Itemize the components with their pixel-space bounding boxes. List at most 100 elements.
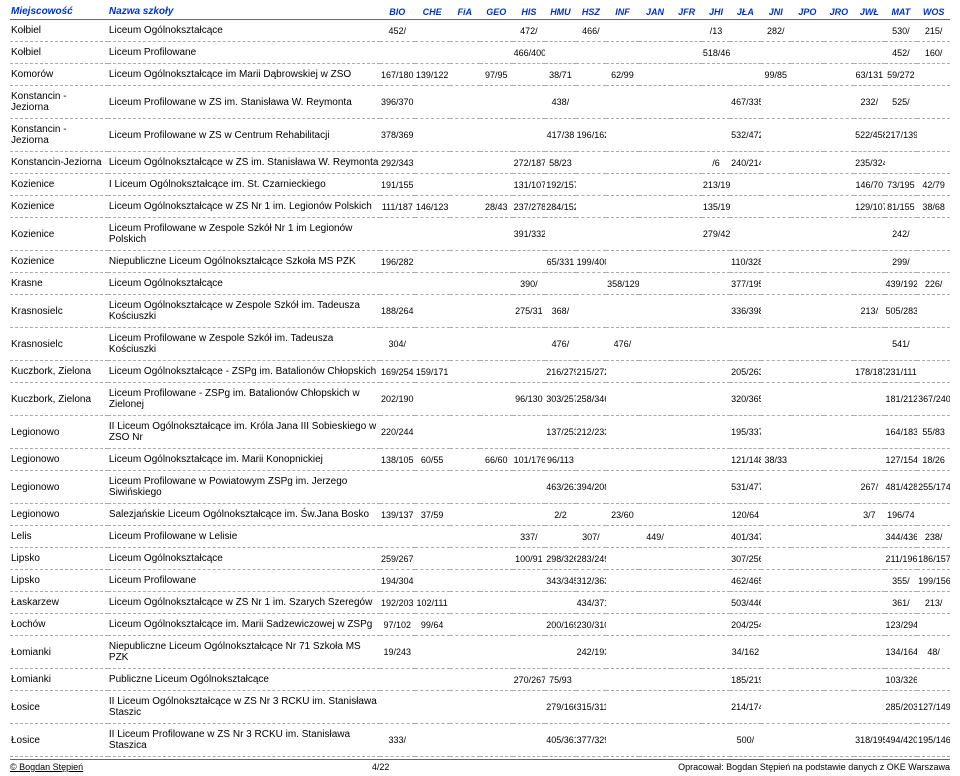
value-cell (450, 218, 480, 251)
value-cell (513, 251, 546, 273)
school-cell: Liceum Ogólnokształcące im Marii Dąbrows… (108, 64, 380, 86)
value-cell: 164/183 (885, 416, 918, 449)
locality-cell: Łosice (10, 724, 108, 757)
value-cell: 226/ (917, 273, 950, 295)
school-cell: Liceum Profilowane w Lelisie (108, 526, 380, 548)
value-cell: 205/263 (730, 361, 760, 383)
value-cell (671, 691, 701, 724)
locality-cell: Łomianki (10, 669, 108, 691)
value-cell: 195/337 (730, 416, 760, 449)
value-cell: 192/157 (545, 174, 575, 196)
value-cell: 191/155 (380, 174, 415, 196)
locality-cell: Łaskarzew (10, 592, 108, 614)
value-cell: 195/146 (917, 724, 950, 757)
value-cell: 121/148 (730, 449, 760, 471)
value-cell: 315/311 (576, 691, 606, 724)
value-cell: 439/192 (885, 273, 918, 295)
value-cell (480, 174, 513, 196)
value-cell (450, 548, 480, 570)
locality-cell: Kołbiel (10, 20, 108, 42)
value-cell: 217/139 (885, 119, 918, 152)
value-cell: 137/253 (545, 416, 575, 449)
school-cell: Niepubliczne Liceum Ogólnokształcące Szk… (108, 251, 380, 273)
value-cell: 283/249 (576, 548, 606, 570)
value-cell: 75/93 (545, 669, 575, 691)
table-row: ŁomiankiPubliczne Liceum Ogólnokształcąc… (10, 669, 950, 691)
value-cell (576, 295, 606, 328)
value-cell (671, 152, 701, 174)
locality-cell: Lipsko (10, 548, 108, 570)
value-cell (791, 383, 824, 416)
value-cell (480, 636, 513, 669)
value-cell (791, 328, 824, 361)
value-cell: 284/152 (545, 196, 575, 218)
value-cell (576, 64, 606, 86)
school-cell: Liceum Profilowane - ZSPg im. Batalionów… (108, 383, 380, 416)
value-cell: 127/149 (917, 691, 950, 724)
value-cell: 377/195 (730, 273, 760, 295)
value-cell: 216/279 (545, 361, 575, 383)
value-cell (671, 328, 701, 361)
value-cell: 215/ (917, 20, 950, 42)
value-cell: 192/203 (380, 592, 415, 614)
value-cell (854, 548, 884, 570)
value-cell: 38/68 (917, 196, 950, 218)
value-cell: 167/180 (380, 64, 415, 86)
value-cell (917, 328, 950, 361)
value-cell (415, 295, 450, 328)
value-cell (791, 42, 824, 64)
value-cell: 255/174 (917, 471, 950, 504)
value-cell (671, 295, 701, 328)
value-cell (545, 218, 575, 251)
value-cell (761, 218, 791, 251)
locality-cell: Krasnosielc (10, 295, 108, 328)
value-cell (480, 471, 513, 504)
value-cell (702, 273, 730, 295)
value-cell (606, 416, 639, 449)
table-row: KrasnosielcLiceum Ogólnokształcące w Zes… (10, 295, 950, 328)
value-cell (730, 328, 760, 361)
value-cell: 500/ (730, 724, 760, 757)
value-cell (380, 669, 415, 691)
value-cell (606, 570, 639, 592)
value-cell (824, 548, 854, 570)
value-cell: 178/187 (854, 361, 884, 383)
value-cell (415, 570, 450, 592)
value-cell (854, 449, 884, 471)
value-cell (480, 416, 513, 449)
value-cell (606, 548, 639, 570)
value-cell (639, 251, 672, 273)
value-cell (917, 152, 950, 174)
value-cell: 169/254 (380, 361, 415, 383)
value-cell (450, 174, 480, 196)
value-cell (730, 218, 760, 251)
col-header: JPO (791, 4, 824, 20)
value-cell (450, 295, 480, 328)
value-cell (702, 526, 730, 548)
value-cell (824, 592, 854, 614)
value-cell: 531/477 (730, 471, 760, 504)
locality-cell: Konstancin - Jeziorna (10, 86, 108, 119)
locality-cell: Kuczbork, Zielona (10, 383, 108, 416)
col-header: Nazwa szkoły (108, 4, 380, 20)
value-cell: 134/164 (885, 636, 918, 669)
value-cell: 160/ (917, 42, 950, 64)
value-cell: 378/369 (380, 119, 415, 152)
value-cell (671, 724, 701, 757)
value-cell (606, 471, 639, 504)
value-cell (513, 471, 546, 504)
value-cell: /13 (702, 20, 730, 42)
value-cell (480, 119, 513, 152)
value-cell (761, 691, 791, 724)
value-cell (450, 724, 480, 757)
value-cell (761, 548, 791, 570)
value-cell (415, 548, 450, 570)
value-cell (545, 20, 575, 42)
value-cell (761, 273, 791, 295)
locality-cell: Legionowo (10, 471, 108, 504)
value-cell (671, 449, 701, 471)
value-cell: 530/ (885, 20, 918, 42)
value-cell: 146/70 (854, 174, 884, 196)
value-cell: 476/ (606, 328, 639, 361)
value-cell (917, 64, 950, 86)
